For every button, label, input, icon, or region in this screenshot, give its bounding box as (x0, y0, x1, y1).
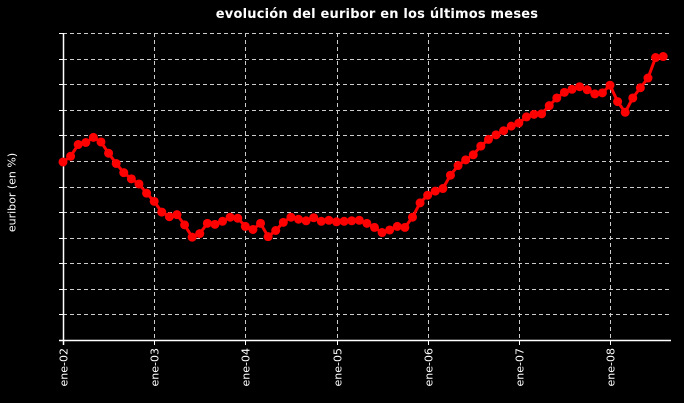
data-point (233, 213, 243, 223)
data-point (392, 221, 402, 231)
data-point (445, 170, 455, 180)
data-point (385, 225, 395, 235)
data-point (149, 196, 159, 206)
data-point (613, 97, 623, 107)
data-point (407, 212, 417, 222)
data-point (430, 186, 440, 196)
data-point (597, 88, 607, 98)
x-tick-label: ene-04 (240, 348, 253, 386)
data-point (658, 52, 668, 62)
data-point (628, 93, 638, 103)
data-point (126, 174, 136, 184)
data-point (575, 82, 585, 92)
data-point (301, 216, 311, 226)
data-point (400, 222, 410, 232)
data-point (263, 232, 273, 242)
data-point (218, 216, 228, 226)
x-tick-label: ene-05 (332, 348, 345, 386)
data-point (514, 118, 524, 128)
data-point (438, 184, 448, 194)
data-point (324, 215, 334, 225)
data-point (354, 215, 364, 225)
x-tick-label: ene-03 (149, 348, 162, 386)
data-point (529, 109, 539, 119)
data-point (332, 217, 341, 227)
data-point (537, 109, 547, 119)
x-tick-label: ene-02 (58, 348, 71, 386)
data-point (58, 157, 68, 167)
data-point (339, 216, 349, 226)
data-point (635, 83, 645, 93)
data-point (506, 121, 516, 131)
data-point (643, 73, 653, 83)
data-point (142, 188, 152, 198)
data-point (294, 214, 304, 224)
data-point (73, 140, 83, 150)
gridlines (63, 33, 671, 340)
data-point (187, 232, 197, 242)
data-point (468, 150, 478, 160)
axes (59, 33, 671, 345)
data-point (172, 210, 182, 220)
x-tick-label: ene-08 (605, 348, 618, 386)
data-point (195, 229, 205, 239)
data-point (423, 190, 433, 200)
data-point (521, 112, 531, 122)
data-point (248, 224, 258, 234)
data-point (119, 168, 129, 178)
data-point (415, 198, 425, 208)
data-point (256, 218, 266, 228)
data-point (225, 212, 235, 222)
data-point (210, 219, 220, 229)
data-point (362, 218, 372, 228)
data-point (66, 151, 76, 161)
data-point (316, 216, 326, 226)
data-point (271, 226, 281, 236)
chart-title: evolución del euribor en los últimos mes… (215, 7, 539, 22)
x-tick-label: ene-06 (423, 348, 436, 386)
data-point (309, 213, 319, 223)
euribor-line (62, 55, 664, 240)
data-point (180, 220, 190, 230)
data-point (164, 212, 174, 222)
data-point (88, 132, 98, 142)
data-point (240, 221, 250, 231)
data-point (96, 137, 106, 147)
data-point (491, 130, 501, 140)
data-point (347, 216, 357, 226)
x-tick-label: ene-07 (514, 348, 527, 386)
data-point (651, 53, 661, 63)
data-point (620, 107, 630, 117)
data-point (134, 179, 144, 189)
data-series (58, 52, 668, 242)
data-point (157, 207, 167, 217)
data-point (582, 85, 592, 95)
data-point (552, 93, 562, 103)
data-point (499, 126, 509, 136)
data-point (559, 87, 569, 97)
data-point (590, 89, 600, 99)
data-point (544, 101, 554, 111)
data-point (202, 218, 212, 228)
data-point (377, 228, 387, 238)
data-point (286, 212, 296, 222)
data-point (453, 161, 463, 171)
data-point (605, 80, 615, 90)
data-point (369, 222, 379, 232)
data-point (104, 148, 114, 158)
data-point (461, 155, 471, 165)
data-point (567, 84, 577, 94)
data-point (111, 158, 121, 168)
data-point (476, 141, 486, 151)
data-point (81, 137, 91, 147)
data-point (483, 134, 493, 144)
data-point (278, 217, 288, 227)
x-axis-ticks: ene-02 ene-03 ene-04 ene-05 ene-06 ene-07 ene-… (58, 348, 618, 386)
